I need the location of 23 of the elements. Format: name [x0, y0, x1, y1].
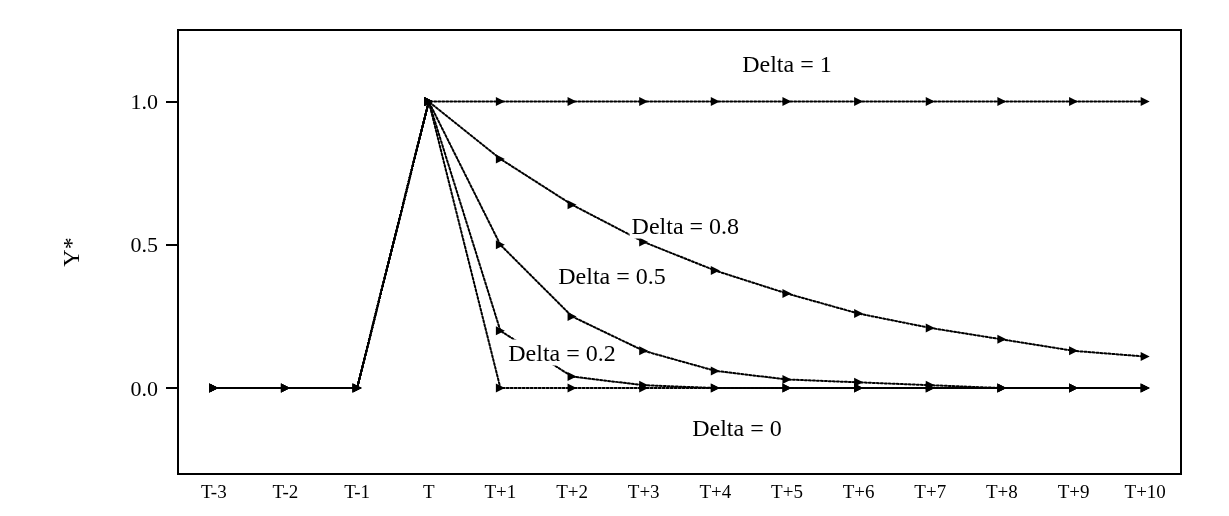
- x-tick-label: T+1: [484, 481, 517, 502]
- y-tick-label: 1.0: [130, 89, 158, 115]
- x-tick-label: T+7: [914, 481, 947, 502]
- x-tick-label: T-2: [272, 481, 299, 502]
- series-label: Delta = 0.8: [631, 212, 740, 239]
- y-axis-title: Y*: [58, 237, 84, 267]
- x-tick-label: T-3: [200, 481, 227, 502]
- x-tick-label: T: [422, 481, 435, 502]
- series-label: Delta = 1: [742, 50, 832, 77]
- x-tick-label: T+3: [627, 481, 660, 502]
- y-tick-label: 0.5: [130, 232, 158, 258]
- x-tick-label: T+10: [1124, 481, 1166, 502]
- x-tick-label: T+4: [699, 481, 732, 502]
- x-tick-label: T-1: [344, 481, 370, 502]
- x-tick-label: T+2: [556, 481, 588, 502]
- series-label: Delta = 0: [692, 415, 782, 442]
- series-label: Delta = 0.5: [558, 263, 666, 290]
- series-label: Delta = 0.2: [508, 339, 616, 366]
- x-tick-label: T+9: [1057, 481, 1090, 502]
- x-tick-label: T+6: [842, 481, 875, 502]
- x-tick-label: T+5: [771, 481, 803, 502]
- x-tick-label: T+8: [985, 481, 1018, 502]
- y-tick-label: 0.0: [130, 375, 158, 401]
